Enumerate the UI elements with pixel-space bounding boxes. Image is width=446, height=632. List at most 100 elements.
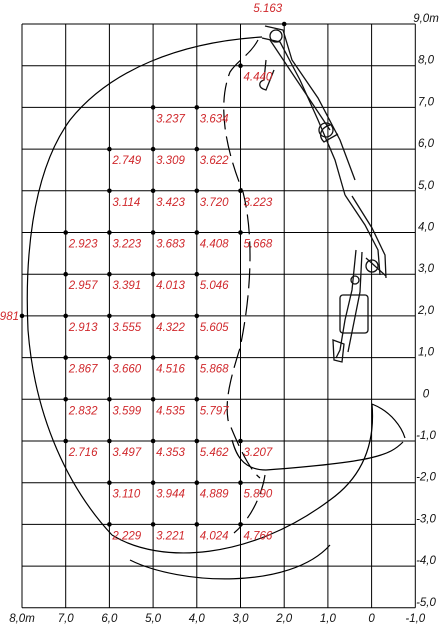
capacity-value: 3.497 xyxy=(112,447,141,459)
capacity-value: 3.110 xyxy=(112,489,141,501)
capacity-value: 4.353 xyxy=(156,447,185,459)
linkage-pivot xyxy=(350,275,360,285)
capacity-value: 2.716 xyxy=(68,447,98,459)
grid-point-marker xyxy=(194,313,200,319)
bottom-envelope-curve xyxy=(111,403,374,554)
capacity-value: 4.408 xyxy=(200,239,229,251)
dashed-bottom-curve xyxy=(233,474,266,534)
capacity-value: 4.440 xyxy=(244,72,273,84)
capacity-value: 3.555 xyxy=(112,322,141,334)
grid-point-marker xyxy=(238,480,243,486)
capacity-value: 3.423 xyxy=(156,197,185,209)
grid-point-marker xyxy=(194,480,200,486)
grid-point-marker xyxy=(150,230,156,235)
x-tick-label: 4,0 xyxy=(189,613,206,625)
grid-point-marker xyxy=(150,522,156,527)
y-tick-label: 9,0m xyxy=(413,13,439,25)
outer-envelope-curve xyxy=(26,36,263,536)
y-tick-label: -1,0 xyxy=(416,430,436,442)
capacity-value: 5.046 xyxy=(200,280,229,292)
grid-point-marker xyxy=(194,397,200,402)
capacity-value: 5.797 xyxy=(200,405,229,417)
hydraulic-cylinder xyxy=(365,257,387,277)
grid-point-marker xyxy=(107,271,112,277)
capacity-value: 5.668 xyxy=(244,239,273,251)
x-tick-label: 5,0 xyxy=(145,613,162,625)
y-tick-label: 8,0 xyxy=(418,55,435,67)
bucket-arc xyxy=(231,439,267,471)
grid-point-marker xyxy=(63,313,68,319)
capacity-value: 4.889 xyxy=(200,489,229,501)
y-tick-label: 6,0 xyxy=(418,138,435,150)
capacity-value: 3.223 xyxy=(244,197,273,209)
boom-upper xyxy=(264,25,356,181)
capacity-value: 4.024 xyxy=(200,530,229,542)
capacity-value: 5.868 xyxy=(200,364,229,376)
capacity-value: 3.391 xyxy=(112,280,141,292)
x-tick-label: 2,0 xyxy=(275,613,293,625)
grid-point-marker xyxy=(63,438,68,444)
grid-point-marker xyxy=(194,230,200,235)
grid-point-marker xyxy=(150,105,156,110)
tail-envelope-curve xyxy=(265,441,404,471)
grid-point-marker xyxy=(107,230,112,235)
capacity-value: 4.516 xyxy=(156,364,185,376)
capacity-value: 5.605 xyxy=(200,322,229,334)
grid-point-marker xyxy=(150,188,156,194)
grid-point-marker xyxy=(150,480,156,486)
grid-point-marker xyxy=(63,397,68,402)
x-tick-label: 7,0 xyxy=(58,613,75,625)
capacity-value: 3.683 xyxy=(156,239,185,251)
hanging-attachment xyxy=(259,59,275,91)
excavator-arm-illustration xyxy=(259,25,387,363)
dipper-pivot xyxy=(365,259,379,273)
capacity-value: 2.867 xyxy=(68,364,98,376)
capacity-value: 4.013 xyxy=(156,280,185,292)
axes: 8,0m 7,0 6,0 5,0 4,0 3,0 2,0 1,0 0 -1,0 9,0m 8,0 7,0… xyxy=(9,13,439,625)
y-tick-label: -2,0 xyxy=(416,472,436,484)
capacity-value: 3.599 xyxy=(112,405,141,417)
x-tick-label: -1,0 xyxy=(405,613,425,625)
arm-body xyxy=(344,194,381,276)
attachment-body xyxy=(339,294,369,334)
x-tick-label: 0 xyxy=(368,613,375,625)
grid-point-marker xyxy=(63,271,68,277)
grid-point-marker xyxy=(194,271,200,277)
capacity-value: 3.221 xyxy=(156,530,185,542)
capacity-value: 2.832 xyxy=(68,405,98,417)
grid-point-marker xyxy=(150,313,156,319)
grid-point-marker xyxy=(194,146,200,152)
grid-point-marker xyxy=(150,397,156,402)
grid-point-marker xyxy=(150,146,156,152)
grid-point-marker xyxy=(238,438,243,444)
grid-point-marker xyxy=(238,188,243,194)
y-tick-label: 1,0 xyxy=(418,347,435,359)
inner-digging-curve xyxy=(371,403,406,439)
capacity-value: 2.957 xyxy=(68,280,98,292)
x-tick-label: 3,0 xyxy=(233,613,250,625)
grid-point-marker xyxy=(107,522,112,527)
y-tick-label: 7,0 xyxy=(418,96,435,108)
capacity-value: 5.890 xyxy=(244,489,273,501)
capacity-value: 4.535 xyxy=(156,405,185,417)
capacity-value: 2.923 xyxy=(68,239,98,251)
capacity-value: 3.634 xyxy=(200,113,229,125)
grid-point-marker xyxy=(63,230,68,235)
arm-highlight xyxy=(319,124,339,143)
x-tick-label: 1,0 xyxy=(320,613,337,625)
dashed-boundary-curve xyxy=(223,39,261,479)
y-tick-label: 5,0 xyxy=(418,180,435,192)
y-tick-label: 0 xyxy=(423,388,430,400)
y-tick-label: 3,0 xyxy=(418,263,435,275)
arm-pivot xyxy=(318,122,334,138)
capacity-value: 3.622 xyxy=(200,155,229,167)
capacity-value: 2.913 xyxy=(68,322,98,334)
capacity-value: 2.229 xyxy=(111,530,141,542)
capacity-value: 3.720 xyxy=(200,197,229,209)
dipper-stick-inner xyxy=(347,251,363,353)
capacity-value: 4.322 xyxy=(156,322,185,334)
grid-point-marker xyxy=(63,355,68,360)
y-tick-label: 4,0 xyxy=(418,222,435,234)
capacity-value: 3.114 xyxy=(112,197,140,209)
capacity-value: 3.309 xyxy=(156,155,185,167)
